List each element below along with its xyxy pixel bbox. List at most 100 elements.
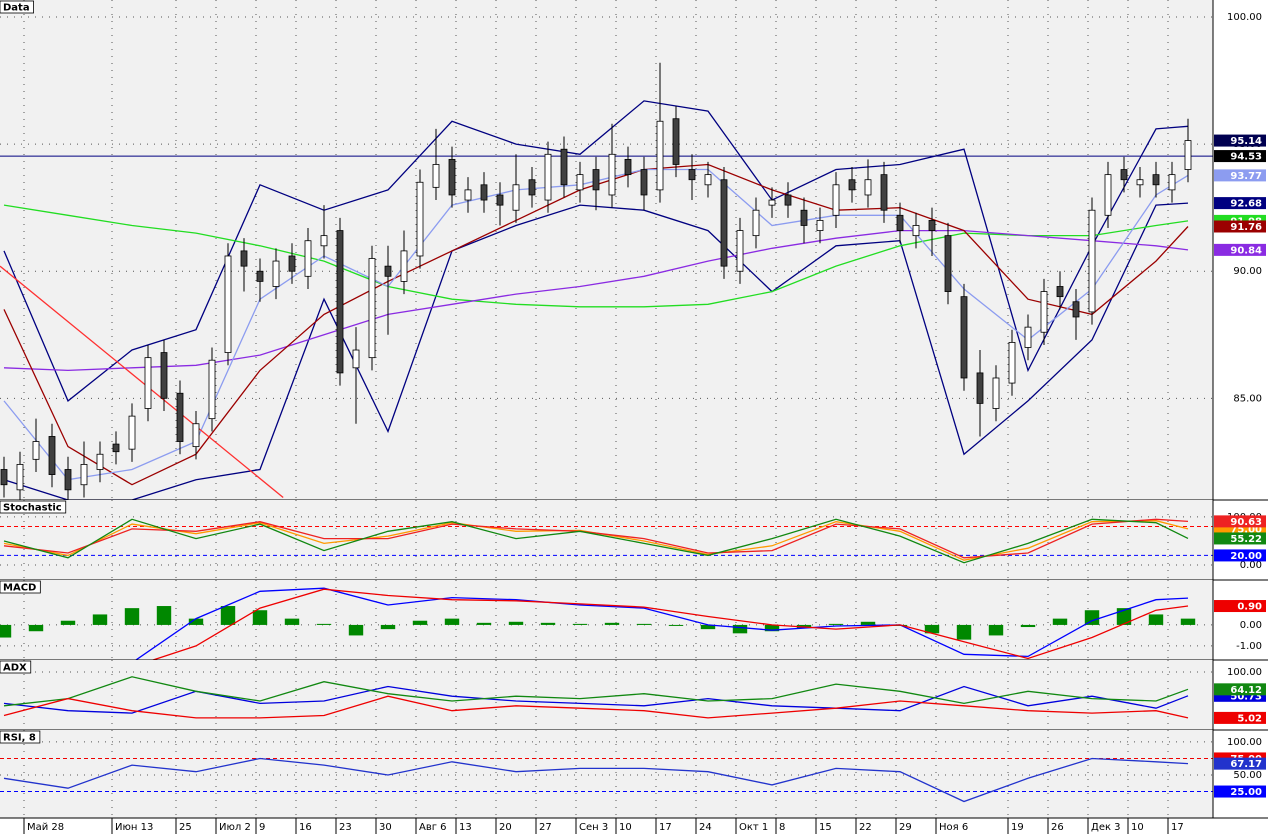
candle-body xyxy=(320,235,328,247)
panel-title-box xyxy=(0,580,41,594)
candle-body xyxy=(656,120,664,191)
x-tick-label: 16 xyxy=(299,822,312,833)
value-tag: 64.12 xyxy=(1230,685,1262,696)
candle-body xyxy=(1152,174,1160,186)
x-tick-label: Авг 6 xyxy=(419,822,447,833)
x-tick-label: Сен 3 xyxy=(579,822,608,833)
candle-body xyxy=(80,464,88,486)
candle-body xyxy=(368,258,376,359)
x-tick-label: 19 xyxy=(1011,822,1024,833)
candle-body xyxy=(224,255,232,353)
x-tick-label: Дек 3 xyxy=(1091,822,1121,833)
value-tag: 50.73 xyxy=(1230,691,1262,702)
candle-body xyxy=(480,184,488,201)
indicator-line xyxy=(150,588,1189,660)
panel-background xyxy=(0,0,1213,500)
y-tick-label: 85.00 xyxy=(1233,393,1262,404)
histogram-bar xyxy=(988,624,1004,636)
histogram-bar xyxy=(1084,610,1100,625)
candle-body xyxy=(128,415,136,450)
panel-title-box xyxy=(0,500,67,514)
value-tag: 90.63 xyxy=(1230,517,1262,528)
histogram-bar xyxy=(732,624,748,634)
panel-title: MACD xyxy=(3,583,36,594)
histogram-bar xyxy=(124,608,140,625)
candle-body xyxy=(1088,209,1096,313)
candle-body xyxy=(864,179,872,196)
candle-body xyxy=(16,464,24,491)
x-tick-label: 25 xyxy=(179,822,192,833)
panel-title: ADX xyxy=(3,663,27,674)
candle-body xyxy=(64,469,72,491)
value-tag: 91.76 xyxy=(1230,222,1262,233)
plot-area xyxy=(0,500,1213,580)
histogram-bar xyxy=(860,621,876,625)
candle-body xyxy=(1024,326,1032,348)
panel-background xyxy=(0,730,1213,818)
candle-body xyxy=(304,240,312,277)
value-tag: 20.00 xyxy=(1230,551,1262,562)
histogram-bar xyxy=(476,622,492,625)
value-tag: 67.17 xyxy=(1230,759,1262,770)
candle-body xyxy=(144,357,152,409)
candle-body xyxy=(1184,140,1192,170)
plot-area xyxy=(0,0,1213,500)
value-tag: 75.00 xyxy=(1230,524,1262,535)
candle-body xyxy=(1104,174,1112,216)
panel-background xyxy=(0,660,1213,730)
x-tick-label: 26 xyxy=(1051,822,1064,833)
histogram-bar xyxy=(636,623,652,625)
panel-background xyxy=(0,580,1213,660)
indicator-line xyxy=(3,520,1189,561)
histogram-bar xyxy=(1020,624,1036,628)
candle-body xyxy=(384,265,392,277)
value-tag: 94.53 xyxy=(1230,152,1262,163)
histogram-bar xyxy=(60,620,76,625)
value-tag-box xyxy=(1214,134,1266,147)
candle-body xyxy=(96,453,104,470)
candle-body xyxy=(272,260,280,287)
indicator-line xyxy=(3,518,1189,564)
panel-title: Stochastic xyxy=(3,503,62,514)
histogram-bar xyxy=(188,618,204,625)
candle-body xyxy=(1168,174,1176,191)
candle-body xyxy=(208,359,216,420)
candle-body xyxy=(928,219,936,231)
value-tag-box xyxy=(1214,757,1266,770)
value-tag-box xyxy=(1214,711,1266,724)
x-tick-label: 17 xyxy=(1171,822,1184,833)
x-tick-label: 15 xyxy=(819,822,832,833)
histogram-bar xyxy=(572,623,588,625)
histogram-bar xyxy=(764,624,780,632)
candle-body xyxy=(624,158,632,176)
y-tick-label: 100.00 xyxy=(1227,737,1262,748)
candle-body xyxy=(768,199,776,206)
y-tick-label: 50.00 xyxy=(1233,770,1262,781)
histogram-bar xyxy=(1116,608,1132,625)
candle-body xyxy=(592,169,600,191)
candle-body xyxy=(704,174,712,186)
histogram-bar xyxy=(540,622,556,625)
x-tick-label: 29 xyxy=(899,822,912,833)
histogram-bar xyxy=(508,621,524,625)
candle-body xyxy=(736,230,744,272)
candle-body xyxy=(1072,301,1080,318)
histogram-bar xyxy=(956,624,972,640)
candle-body xyxy=(48,436,56,475)
candle-body xyxy=(528,179,536,196)
candle-body xyxy=(32,441,40,460)
candle-body xyxy=(912,225,920,237)
value-tag: 55.22 xyxy=(1230,534,1262,545)
candle-body xyxy=(816,219,824,231)
value-tag-box xyxy=(1214,150,1266,163)
plot-area xyxy=(0,730,1213,818)
candle-body xyxy=(688,169,696,181)
histogram-bar xyxy=(828,623,844,625)
x-tick-label: Июл 2 xyxy=(219,822,251,833)
histogram-bar xyxy=(700,624,716,630)
histogram-bar xyxy=(348,624,364,636)
candle-body xyxy=(960,296,968,379)
histogram-bar xyxy=(284,618,300,625)
plot-area xyxy=(0,580,1213,660)
